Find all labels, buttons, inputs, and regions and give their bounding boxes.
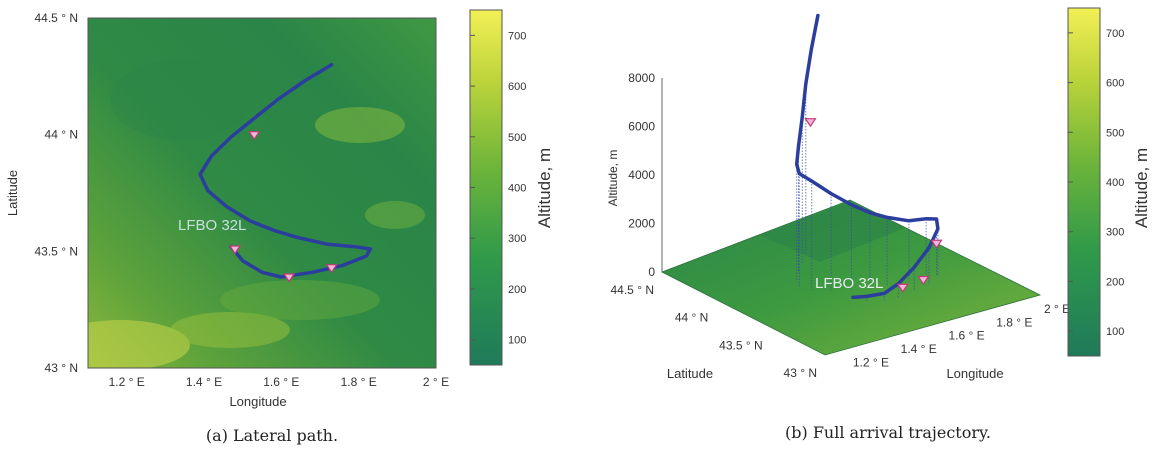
terrain-surface xyxy=(661,199,1042,356)
colorbar-tick-label: 400 xyxy=(1106,177,1124,189)
waypoint-marker xyxy=(325,264,338,274)
x-tick-label: 2 ° E xyxy=(423,375,449,389)
latitude-tick-label: 43.5 ° N xyxy=(719,338,763,352)
longitude-tick-label: 2 ° E xyxy=(1044,302,1070,316)
plot-frame xyxy=(87,17,437,369)
runway-annotation: LFBO 32L xyxy=(178,217,246,234)
y-axis-label: Latitude xyxy=(5,170,20,216)
colorbar-tick-label: 100 xyxy=(508,335,526,347)
colorbar-tick-labels-3d: 100 200 300 400 500 600 700 xyxy=(1068,28,1124,338)
3d-trajectory-line xyxy=(794,13,940,300)
waypoint-marker-3d xyxy=(930,239,943,249)
x-tick-labels: 1.2 ° E 1.4 ° E 1.6 ° E 1.8 ° E 2 ° E xyxy=(109,375,449,389)
colorbar-tick-label: 500 xyxy=(508,132,526,144)
caption-b: (b) Full arrival trajectory. xyxy=(785,423,991,442)
y-tick-labels: 43 ° N 43.5 ° N 44 ° N 44.5 ° N xyxy=(35,11,79,375)
waypoint-marker-3d xyxy=(917,275,930,286)
longitude-tick-label: 1.4 ° E xyxy=(901,342,937,356)
longitude-tick-label: 1.6 ° E xyxy=(948,329,984,343)
colorbar-tick-label: 600 xyxy=(508,81,526,93)
colorbar-tick-label: 300 xyxy=(1106,227,1124,239)
terrain-texture xyxy=(88,60,425,368)
z-tick-label: 6000 xyxy=(628,120,655,134)
x-tick-label: 1.8 ° E xyxy=(341,375,377,389)
colorbar-tick-labels: 100 200 300 400 500 600 700 xyxy=(470,30,526,347)
colorbar-tick-label: 100 xyxy=(1106,326,1124,338)
x-axis-label: Longitude xyxy=(229,394,286,409)
waypoint-marker xyxy=(282,273,296,283)
longitude-axis-label: Longitude xyxy=(946,366,1003,381)
altitude-drop-lines xyxy=(796,83,939,302)
latitude-tick-labels: 43 ° N 43.5 ° N 44 ° N 44.5 ° N xyxy=(611,283,818,380)
terrain-relief xyxy=(760,202,905,262)
latitude-axis-label: Latitude xyxy=(667,366,713,381)
waypoint-marker xyxy=(248,131,261,141)
caption-a: (a) Lateral path. xyxy=(206,426,338,445)
colorbar-tick-label: 700 xyxy=(1106,28,1124,40)
y-tick-label: 44 ° N xyxy=(45,128,78,142)
runway-annotation-3d: LFBO 32L xyxy=(815,275,883,292)
colorbar-tick-label: 400 xyxy=(508,183,526,195)
y-tick-label: 43 ° N xyxy=(45,361,78,375)
colorbar-tick-label: 200 xyxy=(1106,276,1124,288)
x-tick-label: 1.6 ° E xyxy=(263,375,299,389)
colorbar-label-3d: Altitude, m xyxy=(1132,148,1151,228)
longitude-tick-label: 1.8 ° E xyxy=(996,315,1032,329)
colorbar-tick-label: 500 xyxy=(1106,127,1124,139)
z-axis-label: Altitude, m xyxy=(606,150,620,207)
waypoint-markers xyxy=(228,131,338,283)
colorbar xyxy=(469,9,503,366)
z-tick-label: 8000 xyxy=(628,71,655,85)
lateral-trajectory-line xyxy=(198,62,373,279)
colorbar-tick-label: 600 xyxy=(1106,78,1124,90)
longitude-tick-label: 1.2 ° E xyxy=(853,355,889,369)
terrain-heatmap xyxy=(88,18,436,368)
z-tick-labels: 0 2000 4000 6000 8000 xyxy=(628,71,655,279)
colorbar-3d xyxy=(1067,7,1101,357)
colorbar-tick-label: 300 xyxy=(508,233,526,245)
z-tick-label: 0 xyxy=(648,265,655,279)
waypoint-marker-3d xyxy=(896,283,909,293)
latitude-tick-label: 44.5 ° N xyxy=(611,283,655,297)
latitude-tick-label: 44 ° N xyxy=(675,311,708,325)
waypoint-marker xyxy=(228,245,242,255)
y-tick-label: 44.5 ° N xyxy=(35,11,79,25)
colorbar-tick-label: 200 xyxy=(508,284,526,296)
colorbar-label: Altitude, m xyxy=(535,148,554,228)
colorbar-tick-label: 700 xyxy=(508,30,526,42)
y-tick-label: 43.5 ° N xyxy=(35,244,79,258)
z-tick-label: 4000 xyxy=(628,168,655,182)
latitude-tick-label: 43 ° N xyxy=(784,366,817,380)
z-tick-label: 2000 xyxy=(628,217,655,231)
longitude-tick-labels: 1.2 ° E 1.4 ° E 1.6 ° E 1.8 ° E 2 ° E xyxy=(853,302,1070,369)
x-tick-label: 1.2 ° E xyxy=(109,375,145,389)
panel-full-arrival: LFBO 32L 0 2000 4000 6000 8000 43 ° N 43.5 ° … xyxy=(606,7,1151,442)
panel-lateral-path: LFBO 32L 1.2 ° E 1.4 ° E 1.6 ° E 1.8 ° E 2 °… xyxy=(5,9,554,445)
waypoint-marker-3d xyxy=(804,118,817,128)
waypoint-markers-3d xyxy=(804,118,943,293)
x-tick-label: 1.4 ° E xyxy=(186,375,222,389)
